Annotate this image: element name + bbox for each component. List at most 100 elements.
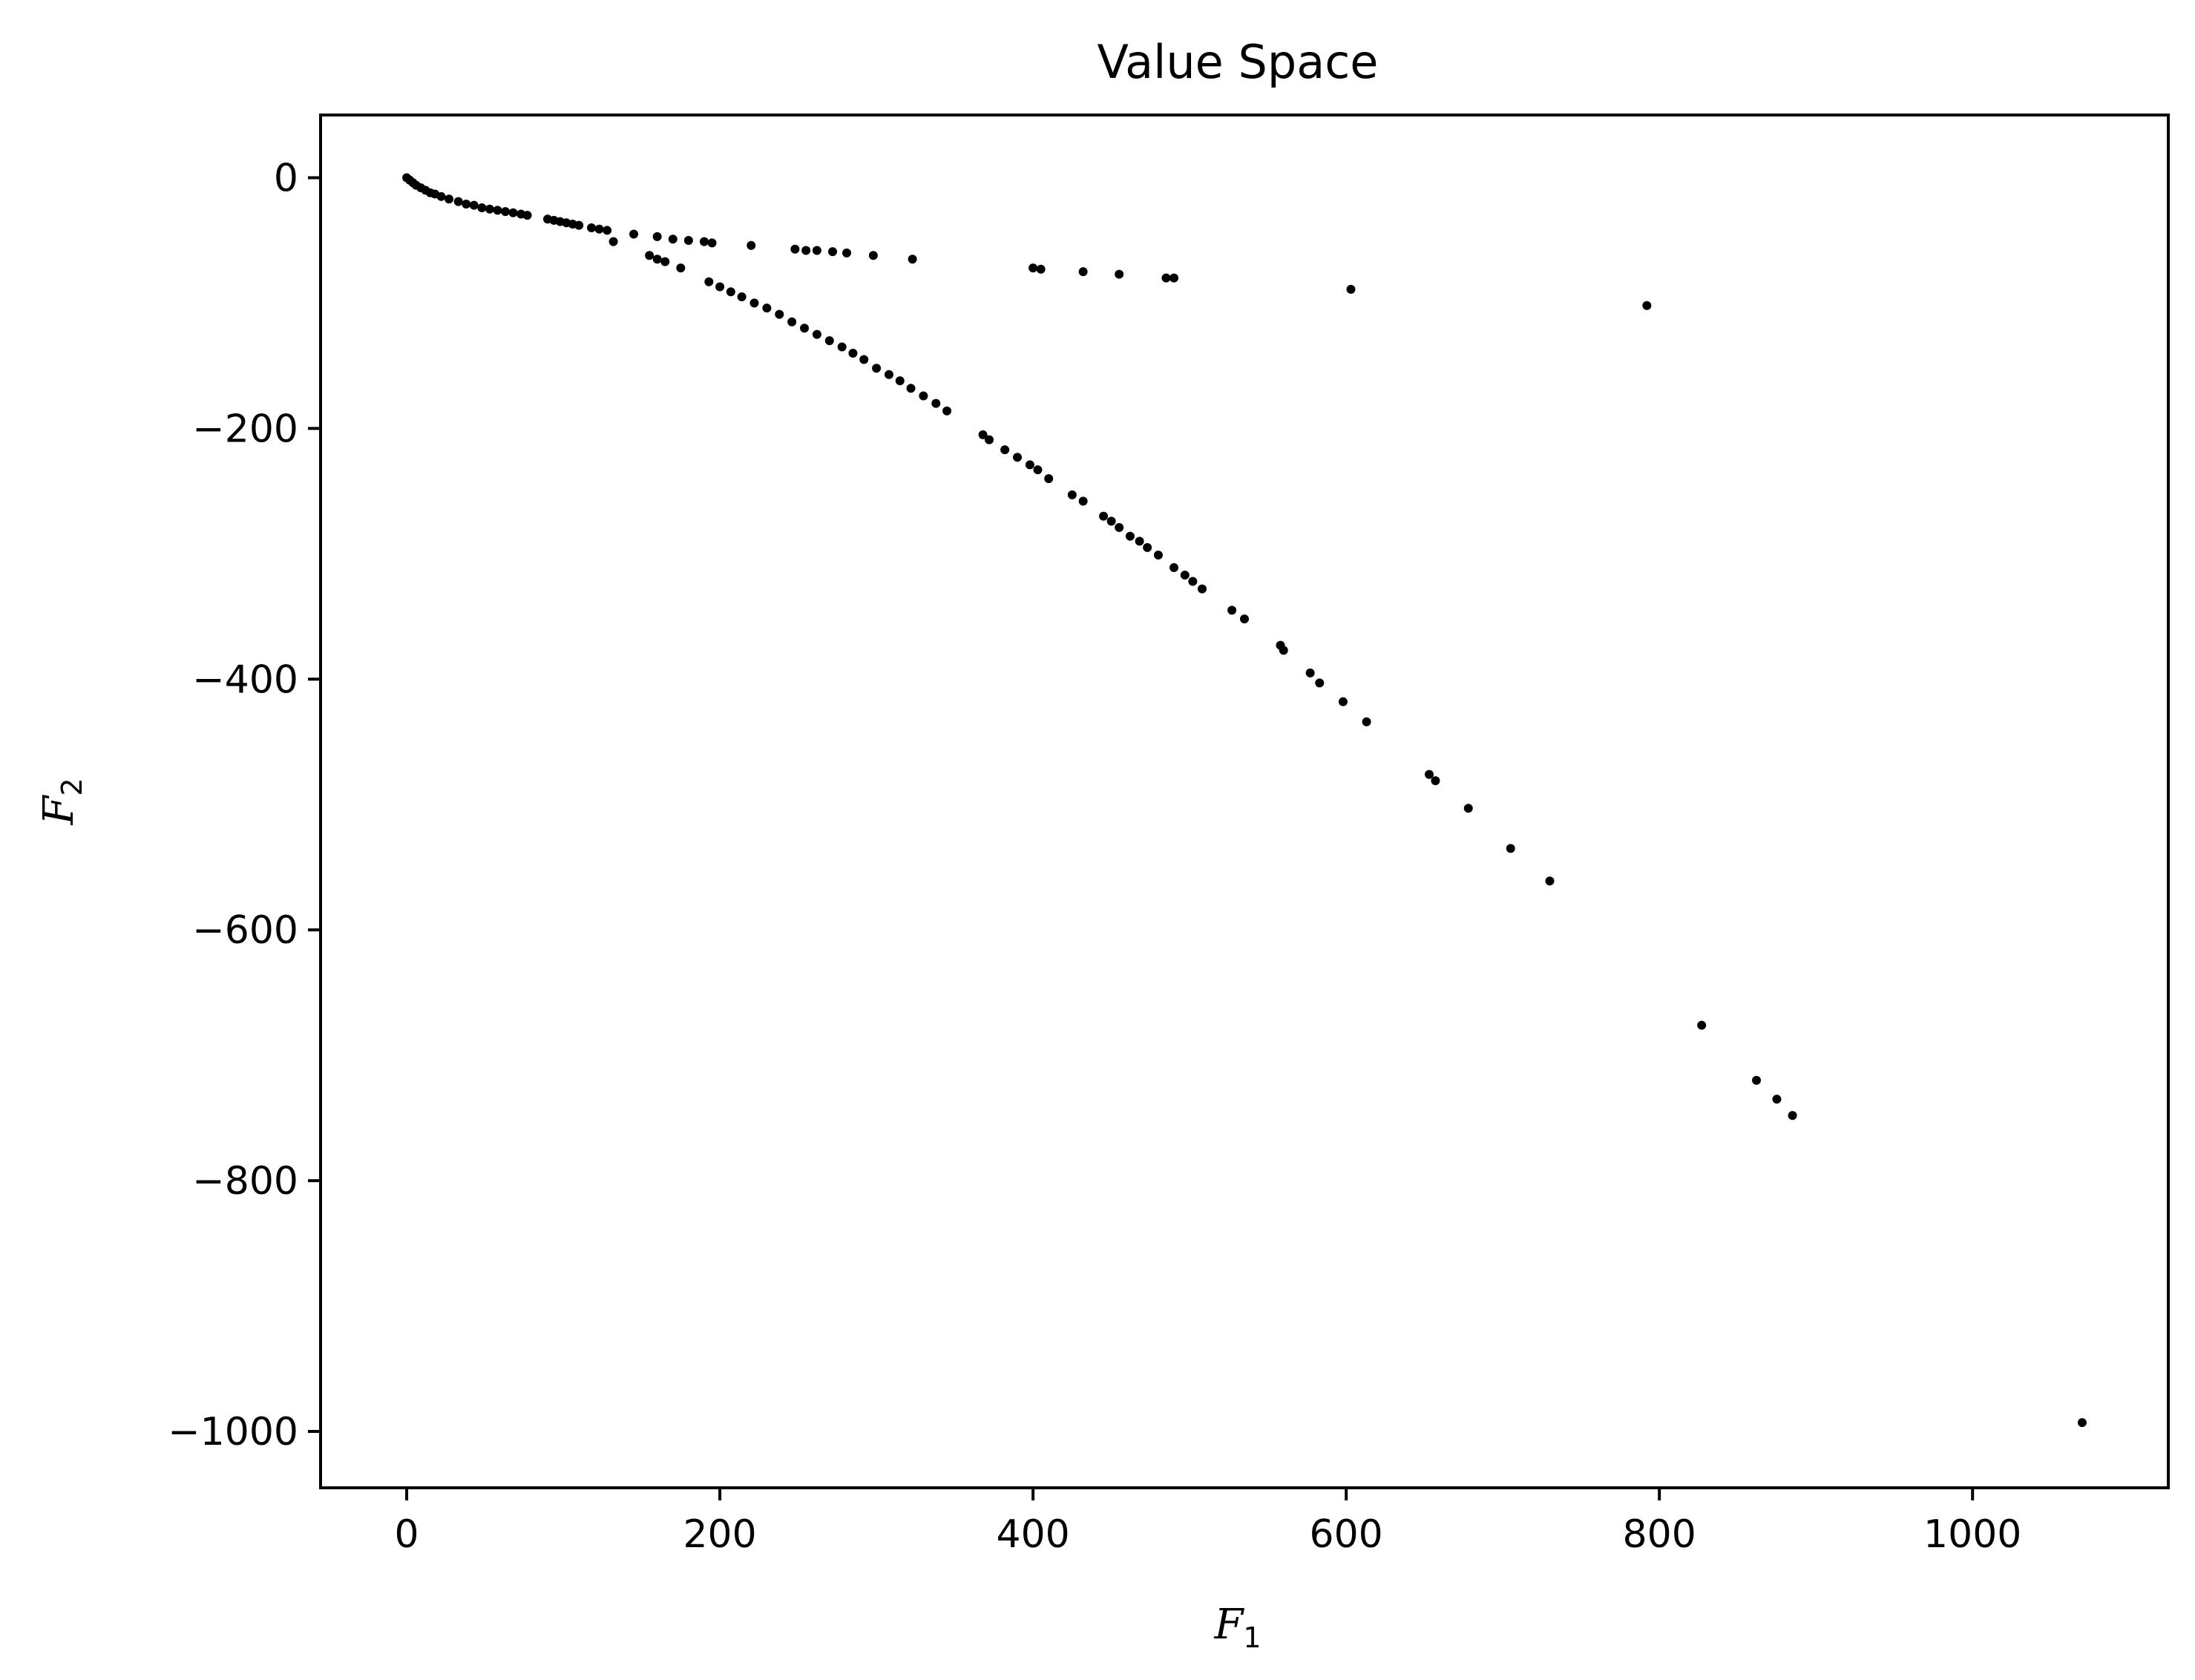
data-point (800, 324, 810, 333)
data-point (1425, 770, 1434, 779)
data-point (1067, 490, 1077, 499)
data-point (985, 435, 994, 444)
data-point (676, 263, 686, 273)
data-point (1788, 1111, 1797, 1120)
data-point (1506, 844, 1515, 853)
x-tick-label: 200 (683, 1512, 756, 1557)
data-point (1000, 445, 1010, 455)
data-point (737, 292, 747, 301)
data-point (436, 191, 446, 201)
data-point (749, 298, 759, 308)
data-point (1153, 551, 1163, 560)
data-point (608, 237, 618, 246)
data-point (603, 226, 612, 235)
y-axis-label: F2 (35, 778, 88, 825)
data-point (1028, 263, 1038, 273)
data-point (462, 199, 471, 209)
x-tick-label: 1000 (1923, 1512, 2021, 1557)
data-point (842, 248, 852, 257)
data-point (1125, 531, 1135, 541)
data-point (1346, 284, 1356, 294)
data-point (587, 223, 597, 233)
data-point (508, 208, 518, 217)
data-point (1279, 646, 1288, 655)
data-point (477, 203, 487, 213)
data-point (906, 384, 916, 393)
data-point (522, 211, 532, 220)
data-point (469, 200, 479, 210)
data-point (2077, 1418, 2087, 1428)
data-point (574, 220, 584, 230)
data-point (1115, 522, 1124, 532)
x-axis-ticks: 0 200 400 600 800 1000 (395, 1488, 2021, 1557)
data-point (828, 247, 838, 257)
data-point (908, 255, 917, 264)
data-point (1752, 1075, 1762, 1085)
x-axis-label: F1 (1213, 1601, 1261, 1654)
data-point (1115, 269, 1124, 279)
data-point (775, 309, 784, 319)
x-tick-label: 600 (1310, 1512, 1383, 1557)
data-point (1305, 668, 1315, 677)
y-tick-label: 0 (274, 156, 298, 200)
data-point (812, 246, 821, 255)
data-point (683, 235, 693, 245)
y-tick-label: −200 (192, 407, 298, 451)
data-point (919, 391, 928, 401)
y-axis-ticks: 0 −200 −400 −600 −800 −1000 (168, 156, 321, 1454)
data-point (1013, 453, 1023, 462)
data-point (1161, 273, 1171, 283)
data-point (1697, 1020, 1707, 1030)
y-tick-label: −1000 (168, 1410, 298, 1454)
data-point (868, 251, 878, 260)
data-point (645, 251, 654, 260)
data-point (1338, 697, 1348, 706)
data-point (747, 240, 756, 250)
data-point (1025, 460, 1034, 470)
x-tick-label: 0 (395, 1512, 419, 1557)
data-point (1188, 577, 1198, 586)
data-point (1033, 465, 1043, 475)
data-point (1078, 496, 1088, 506)
data-point (1545, 876, 1555, 886)
data-point (493, 206, 502, 215)
y-tick-label: −800 (192, 1159, 298, 1204)
data-point (1315, 678, 1325, 688)
data-point (1362, 717, 1371, 726)
x-tick-label: 400 (996, 1512, 1069, 1557)
data-point (978, 430, 988, 439)
data-point (629, 229, 639, 239)
data-point (1180, 571, 1190, 580)
data-point (1463, 804, 1473, 813)
data-point (762, 303, 772, 313)
data-point (652, 255, 662, 264)
data-point (485, 204, 494, 214)
data-point (1099, 511, 1109, 521)
data-point (1227, 606, 1237, 615)
chart-title: Value Space (1098, 35, 1379, 89)
data-point (1036, 264, 1046, 274)
data-point (801, 246, 811, 255)
data-point (707, 238, 717, 248)
data-point (704, 277, 714, 286)
y-tick-label: −600 (192, 908, 298, 953)
data-point (884, 370, 893, 379)
data-point (660, 257, 670, 266)
data-point (1078, 267, 1088, 277)
data-point (824, 336, 834, 346)
data-point (1143, 542, 1152, 552)
data-point (501, 207, 510, 217)
data-point (1431, 776, 1440, 786)
data-point (1772, 1095, 1782, 1104)
data-point (859, 355, 869, 364)
data-point (1169, 562, 1179, 572)
data-point (668, 234, 677, 244)
data-point (1240, 614, 1249, 624)
data-point (444, 194, 454, 204)
data-point (726, 287, 735, 297)
data-point (931, 398, 941, 408)
data-point (895, 376, 905, 386)
data-point (812, 329, 821, 339)
data-point (715, 282, 725, 292)
